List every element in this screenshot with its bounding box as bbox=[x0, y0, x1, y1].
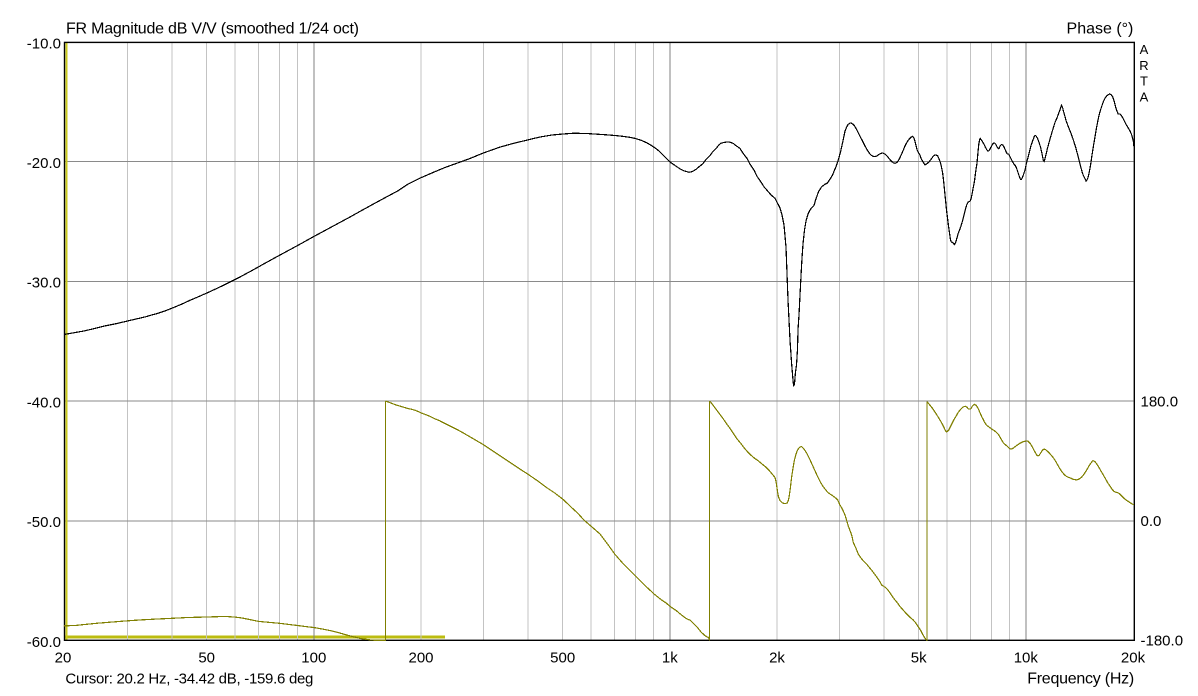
svg-text:-180.0: -180.0 bbox=[1141, 633, 1184, 650]
svg-text:Phase (°): Phase (°) bbox=[1067, 21, 1134, 38]
svg-text:500: 500 bbox=[550, 650, 575, 667]
svg-text:Cursor: 20.2 Hz, -34.42 dB, -1: Cursor: 20.2 Hz, -34.42 dB, -159.6 deg bbox=[65, 671, 313, 688]
svg-text:50: 50 bbox=[198, 650, 215, 667]
svg-text:R: R bbox=[1139, 58, 1148, 73]
svg-text:2k: 2k bbox=[769, 650, 785, 667]
svg-text:5k: 5k bbox=[911, 650, 927, 667]
svg-text:200: 200 bbox=[408, 650, 433, 667]
svg-text:Frequency (Hz): Frequency (Hz) bbox=[1027, 671, 1134, 688]
svg-text:T: T bbox=[1140, 74, 1148, 89]
svg-text:-20.0: -20.0 bbox=[27, 155, 61, 172]
svg-text:0.0: 0.0 bbox=[1141, 513, 1162, 530]
svg-text:FR Magnitude dB V/V (smoothed: FR Magnitude dB V/V (smoothed 1/24 oct) bbox=[66, 21, 359, 38]
svg-text:A: A bbox=[1140, 42, 1149, 57]
svg-text:10k: 10k bbox=[1014, 650, 1039, 667]
svg-text:100: 100 bbox=[301, 650, 326, 667]
svg-text:A: A bbox=[1140, 90, 1149, 105]
svg-text:180.0: 180.0 bbox=[1141, 393, 1179, 410]
svg-text:-10.0: -10.0 bbox=[27, 35, 61, 52]
svg-text:20: 20 bbox=[55, 650, 72, 667]
svg-text:-40.0: -40.0 bbox=[27, 394, 61, 411]
svg-text:-60.0: -60.0 bbox=[27, 634, 61, 651]
svg-text:1k: 1k bbox=[662, 650, 678, 667]
svg-text:20k: 20k bbox=[1121, 650, 1146, 667]
svg-text:-30.0: -30.0 bbox=[27, 275, 61, 292]
svg-text:-50.0: -50.0 bbox=[27, 514, 61, 531]
